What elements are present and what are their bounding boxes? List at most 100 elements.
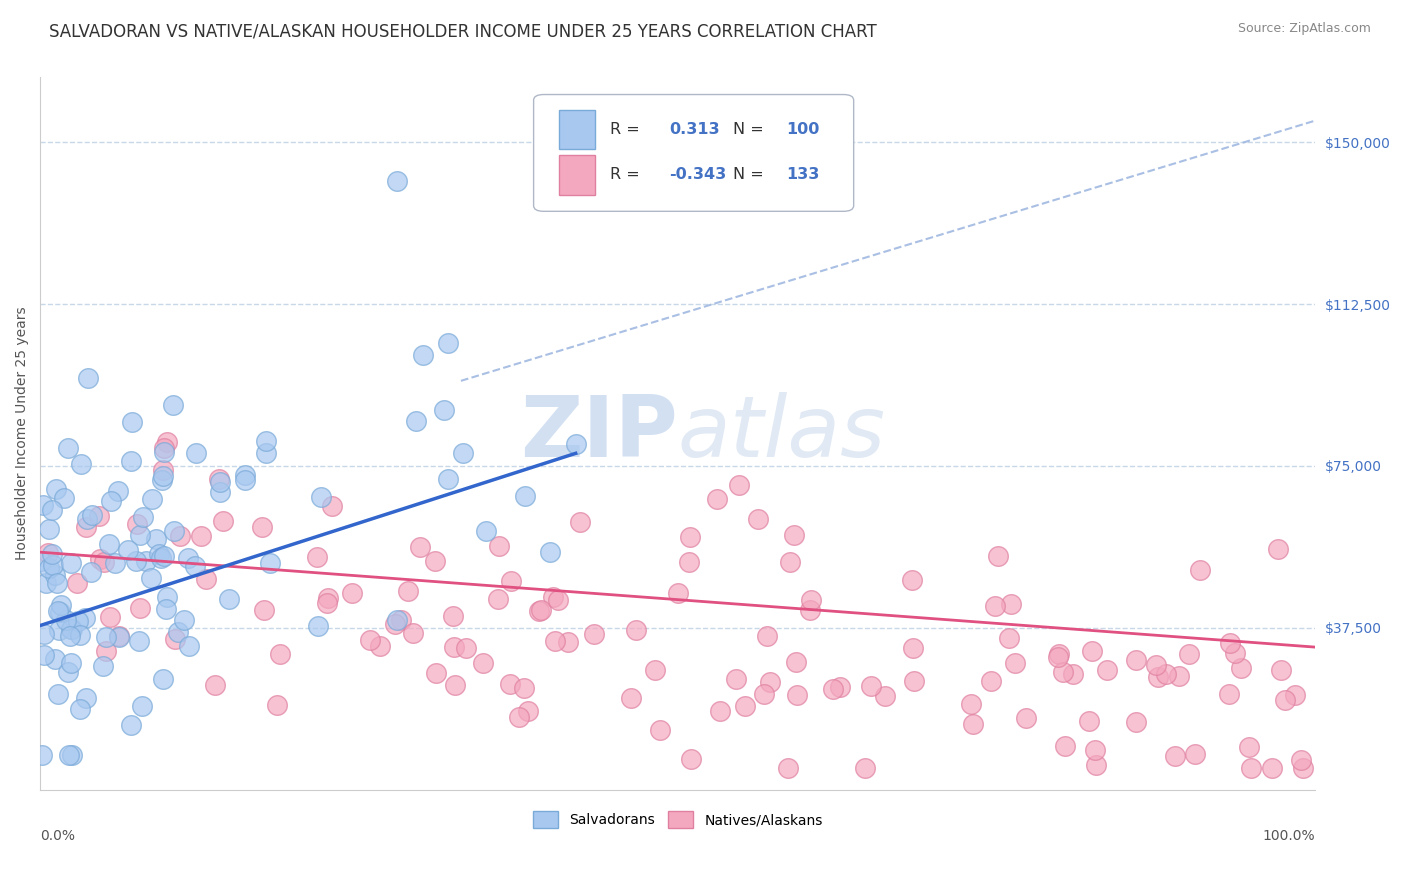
Point — [73, 611, 96, 625]
Point — [443, 640, 465, 654]
Point — [1189, 563, 1212, 577]
Point — [1095, 663, 1118, 677]
Point — [266, 698, 288, 713]
Point — [128, 633, 150, 648]
Point — [38, 522, 60, 536]
Point — [87, 508, 110, 523]
Point — [800, 592, 823, 607]
Point — [35, 576, 58, 591]
Point — [433, 402, 456, 417]
Point — [69, 702, 91, 716]
Point — [409, 541, 432, 555]
Point — [471, 657, 494, 671]
Point — [747, 512, 769, 526]
Point — [121, 415, 143, 429]
Point — [384, 617, 406, 632]
Point — [513, 681, 536, 696]
Point — [437, 335, 460, 350]
Point — [754, 687, 776, 701]
Point — [51, 598, 73, 612]
Point — [59, 629, 82, 643]
Point — [41, 503, 63, 517]
Point — [997, 631, 1019, 645]
Point — [759, 674, 782, 689]
Point — [127, 516, 149, 531]
Point — [184, 559, 207, 574]
Point — [1144, 658, 1167, 673]
Point — [1046, 650, 1069, 665]
Point — [66, 576, 89, 591]
Point — [1284, 689, 1306, 703]
Point — [368, 639, 391, 653]
Point — [93, 555, 115, 569]
Point — [31, 747, 53, 762]
Point — [269, 647, 291, 661]
Text: 0.0%: 0.0% — [41, 829, 75, 843]
Point — [253, 603, 276, 617]
Point — [32, 627, 55, 641]
Point — [1156, 667, 1178, 681]
Point — [120, 454, 142, 468]
Point — [624, 624, 647, 638]
Point — [80, 508, 103, 522]
Text: 0.313: 0.313 — [669, 122, 720, 137]
Point — [451, 446, 474, 460]
Point — [650, 723, 672, 737]
Point — [152, 468, 174, 483]
Text: SALVADORAN VS NATIVE/ALASKAN HOUSEHOLDER INCOME UNDER 25 YEARS CORRELATION CHART: SALVADORAN VS NATIVE/ALASKAN HOUSEHOLDER… — [49, 22, 877, 40]
Point — [128, 601, 150, 615]
Point — [1289, 753, 1312, 767]
Point — [38, 560, 60, 574]
Point — [1218, 687, 1240, 701]
Point — [233, 468, 256, 483]
Point — [389, 613, 412, 627]
Point — [1219, 636, 1241, 650]
Point — [1053, 739, 1076, 754]
Point — [49, 605, 72, 619]
Y-axis label: Householder Income Under 25 years: Householder Income Under 25 years — [15, 307, 30, 560]
Point — [155, 602, 177, 616]
Point — [60, 622, 83, 636]
Point — [547, 593, 569, 607]
Point — [309, 490, 332, 504]
Point — [80, 565, 103, 579]
Point — [176, 551, 198, 566]
Text: Source: ZipAtlas.com: Source: ZipAtlas.com — [1237, 22, 1371, 36]
Point — [139, 570, 162, 584]
Point — [32, 648, 55, 663]
Point — [1125, 653, 1147, 667]
Point — [1240, 761, 1263, 775]
Point — [117, 542, 139, 557]
Point — [644, 663, 666, 677]
Point — [254, 434, 277, 449]
Point — [60, 747, 83, 762]
Point — [1015, 711, 1038, 725]
Point — [385, 613, 408, 627]
Point — [901, 640, 924, 655]
Point — [1146, 669, 1168, 683]
Point — [962, 717, 984, 731]
Point — [1237, 739, 1260, 754]
Point — [508, 710, 530, 724]
Point — [527, 604, 550, 618]
Point — [132, 510, 155, 524]
Point — [402, 626, 425, 640]
Point — [46, 687, 69, 701]
Point — [1049, 647, 1071, 661]
Point — [155, 434, 177, 449]
Point — [443, 678, 465, 692]
Point — [60, 557, 83, 571]
Point — [42, 558, 65, 572]
Point — [173, 613, 195, 627]
Point — [98, 610, 121, 624]
Point — [131, 699, 153, 714]
Point — [782, 528, 804, 542]
Point — [779, 555, 801, 569]
Point — [441, 609, 464, 624]
Point — [1267, 541, 1289, 556]
Point — [517, 704, 540, 718]
Point — [437, 472, 460, 486]
Point — [163, 632, 186, 646]
Point — [568, 515, 591, 529]
Point — [145, 533, 167, 547]
